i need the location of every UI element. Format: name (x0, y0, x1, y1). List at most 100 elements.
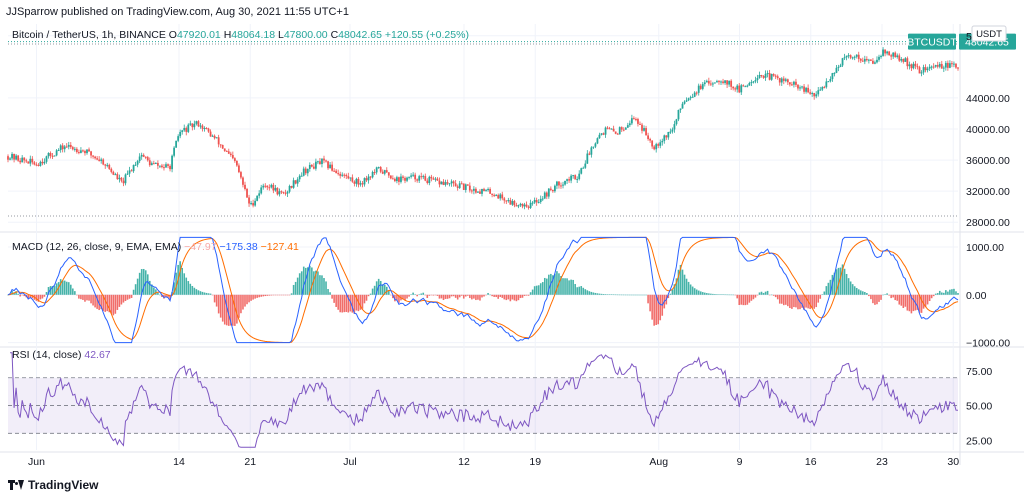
candle-body (596, 138, 599, 144)
candle-body (276, 187, 279, 195)
candle-body (353, 181, 356, 184)
macd-histogram-bar (888, 294, 890, 296)
macd-histogram-bar (309, 265, 311, 295)
candle-body (608, 128, 611, 130)
candle-body (205, 128, 208, 130)
macd-histogram-bar (146, 274, 149, 295)
macd-histogram-bar (462, 294, 465, 299)
candle-body (312, 166, 315, 169)
candle-body (227, 151, 230, 154)
candle-body (412, 174, 415, 176)
macd-histogram-bar (712, 293, 714, 295)
macd-histogram-bar (785, 294, 787, 305)
macd-histogram-bar (625, 294, 627, 296)
o-label: O (169, 29, 177, 41)
macd-histogram-bar (780, 294, 783, 304)
macd-histogram-bar (361, 294, 364, 309)
macd-histogram-bar (748, 294, 751, 303)
candle-body (118, 177, 121, 180)
candle-body (699, 85, 702, 89)
candle-body (774, 75, 777, 77)
candle-body (94, 156, 97, 159)
macd-histogram-bar (96, 294, 98, 309)
candle-body (343, 174, 346, 176)
candle-body (329, 164, 331, 169)
macd-histogram-bar (768, 294, 771, 296)
macd-histogram-bar (892, 294, 894, 298)
macd-histogram-bar (74, 291, 76, 295)
candle-body (531, 202, 534, 204)
rsi-legend-label: RSI (14, close) (12, 349, 84, 361)
macd-histogram-bar (329, 292, 331, 295)
candle-body (811, 93, 814, 95)
macd-histogram-bar (740, 294, 743, 305)
macd-histogram-bar (864, 291, 866, 295)
macd-histogram-bar (446, 294, 449, 299)
macd-histogram-bar (849, 281, 852, 295)
macd-histogram-bar (306, 267, 309, 295)
macd-histogram-bar (673, 284, 676, 295)
macd-histogram-bar (594, 292, 597, 295)
candle-body (574, 175, 577, 180)
macd-histogram-bar (404, 294, 406, 301)
macd-histogram-bar (151, 284, 153, 295)
macd-histogram-bar (65, 281, 68, 295)
macd-histogram-bar (815, 294, 818, 308)
candle-body (290, 185, 293, 188)
candle-body (705, 80, 708, 83)
candle-body (161, 165, 163, 168)
macd-histogram-bar (491, 294, 493, 297)
candle-body (432, 178, 435, 180)
macd-histogram-bar (319, 275, 321, 295)
candle-body (916, 66, 919, 68)
macd-histogram-bar (181, 267, 184, 295)
candle-body (780, 78, 783, 83)
macd-histogram-bar (744, 294, 747, 306)
macd-histogram-bar (211, 294, 214, 296)
macd-histogram-bar (367, 294, 370, 297)
macd-histogram-bar (365, 294, 368, 301)
candle-body (211, 135, 214, 137)
macd-histogram-bar (436, 294, 439, 296)
candle-body (235, 160, 238, 166)
macd-histogram-bar (157, 292, 159, 295)
candle-body (874, 62, 876, 64)
macd-histogram-bar (659, 294, 662, 321)
candle-body (495, 195, 498, 197)
candle-body (701, 84, 704, 89)
macd-histogram-bar (641, 294, 643, 296)
candle-body (940, 63, 943, 69)
macd-histogram-bar (827, 282, 830, 295)
candle-body (428, 176, 431, 184)
macd-histogram-bar (82, 294, 84, 300)
x-tick-label: 16 (805, 456, 817, 468)
candle-body (643, 128, 645, 131)
candle-body (456, 186, 459, 188)
macd-histogram-bar (282, 294, 285, 296)
macd-histogram-bar (106, 294, 109, 312)
macd-histogram-bar (254, 294, 256, 299)
candle-body (173, 147, 175, 156)
candle-body (300, 175, 303, 177)
candle-body (689, 97, 692, 99)
macd-histogram-bar (523, 294, 526, 296)
candle-body (819, 89, 822, 91)
candle-body (687, 98, 690, 101)
macd-histogram-bar (900, 294, 903, 306)
macd-histogram-bar (402, 294, 404, 300)
macd-histogram-bar (776, 294, 779, 300)
candle-body (712, 83, 714, 85)
macd-histogram-bar (43, 294, 46, 297)
candle-body (849, 55, 852, 58)
macd-histogram-bar (821, 294, 824, 295)
candle-body (489, 188, 491, 194)
candle-body (124, 174, 127, 184)
tradingview-branding[interactable]: TradingView (8, 478, 98, 492)
macd-histogram-bar (475, 294, 477, 301)
candle-body (33, 162, 36, 165)
macd-histogram-bar (635, 294, 637, 296)
macd-histogram-bar (430, 294, 433, 296)
macd-histogram-bar (513, 294, 516, 301)
candle-body (736, 85, 739, 90)
